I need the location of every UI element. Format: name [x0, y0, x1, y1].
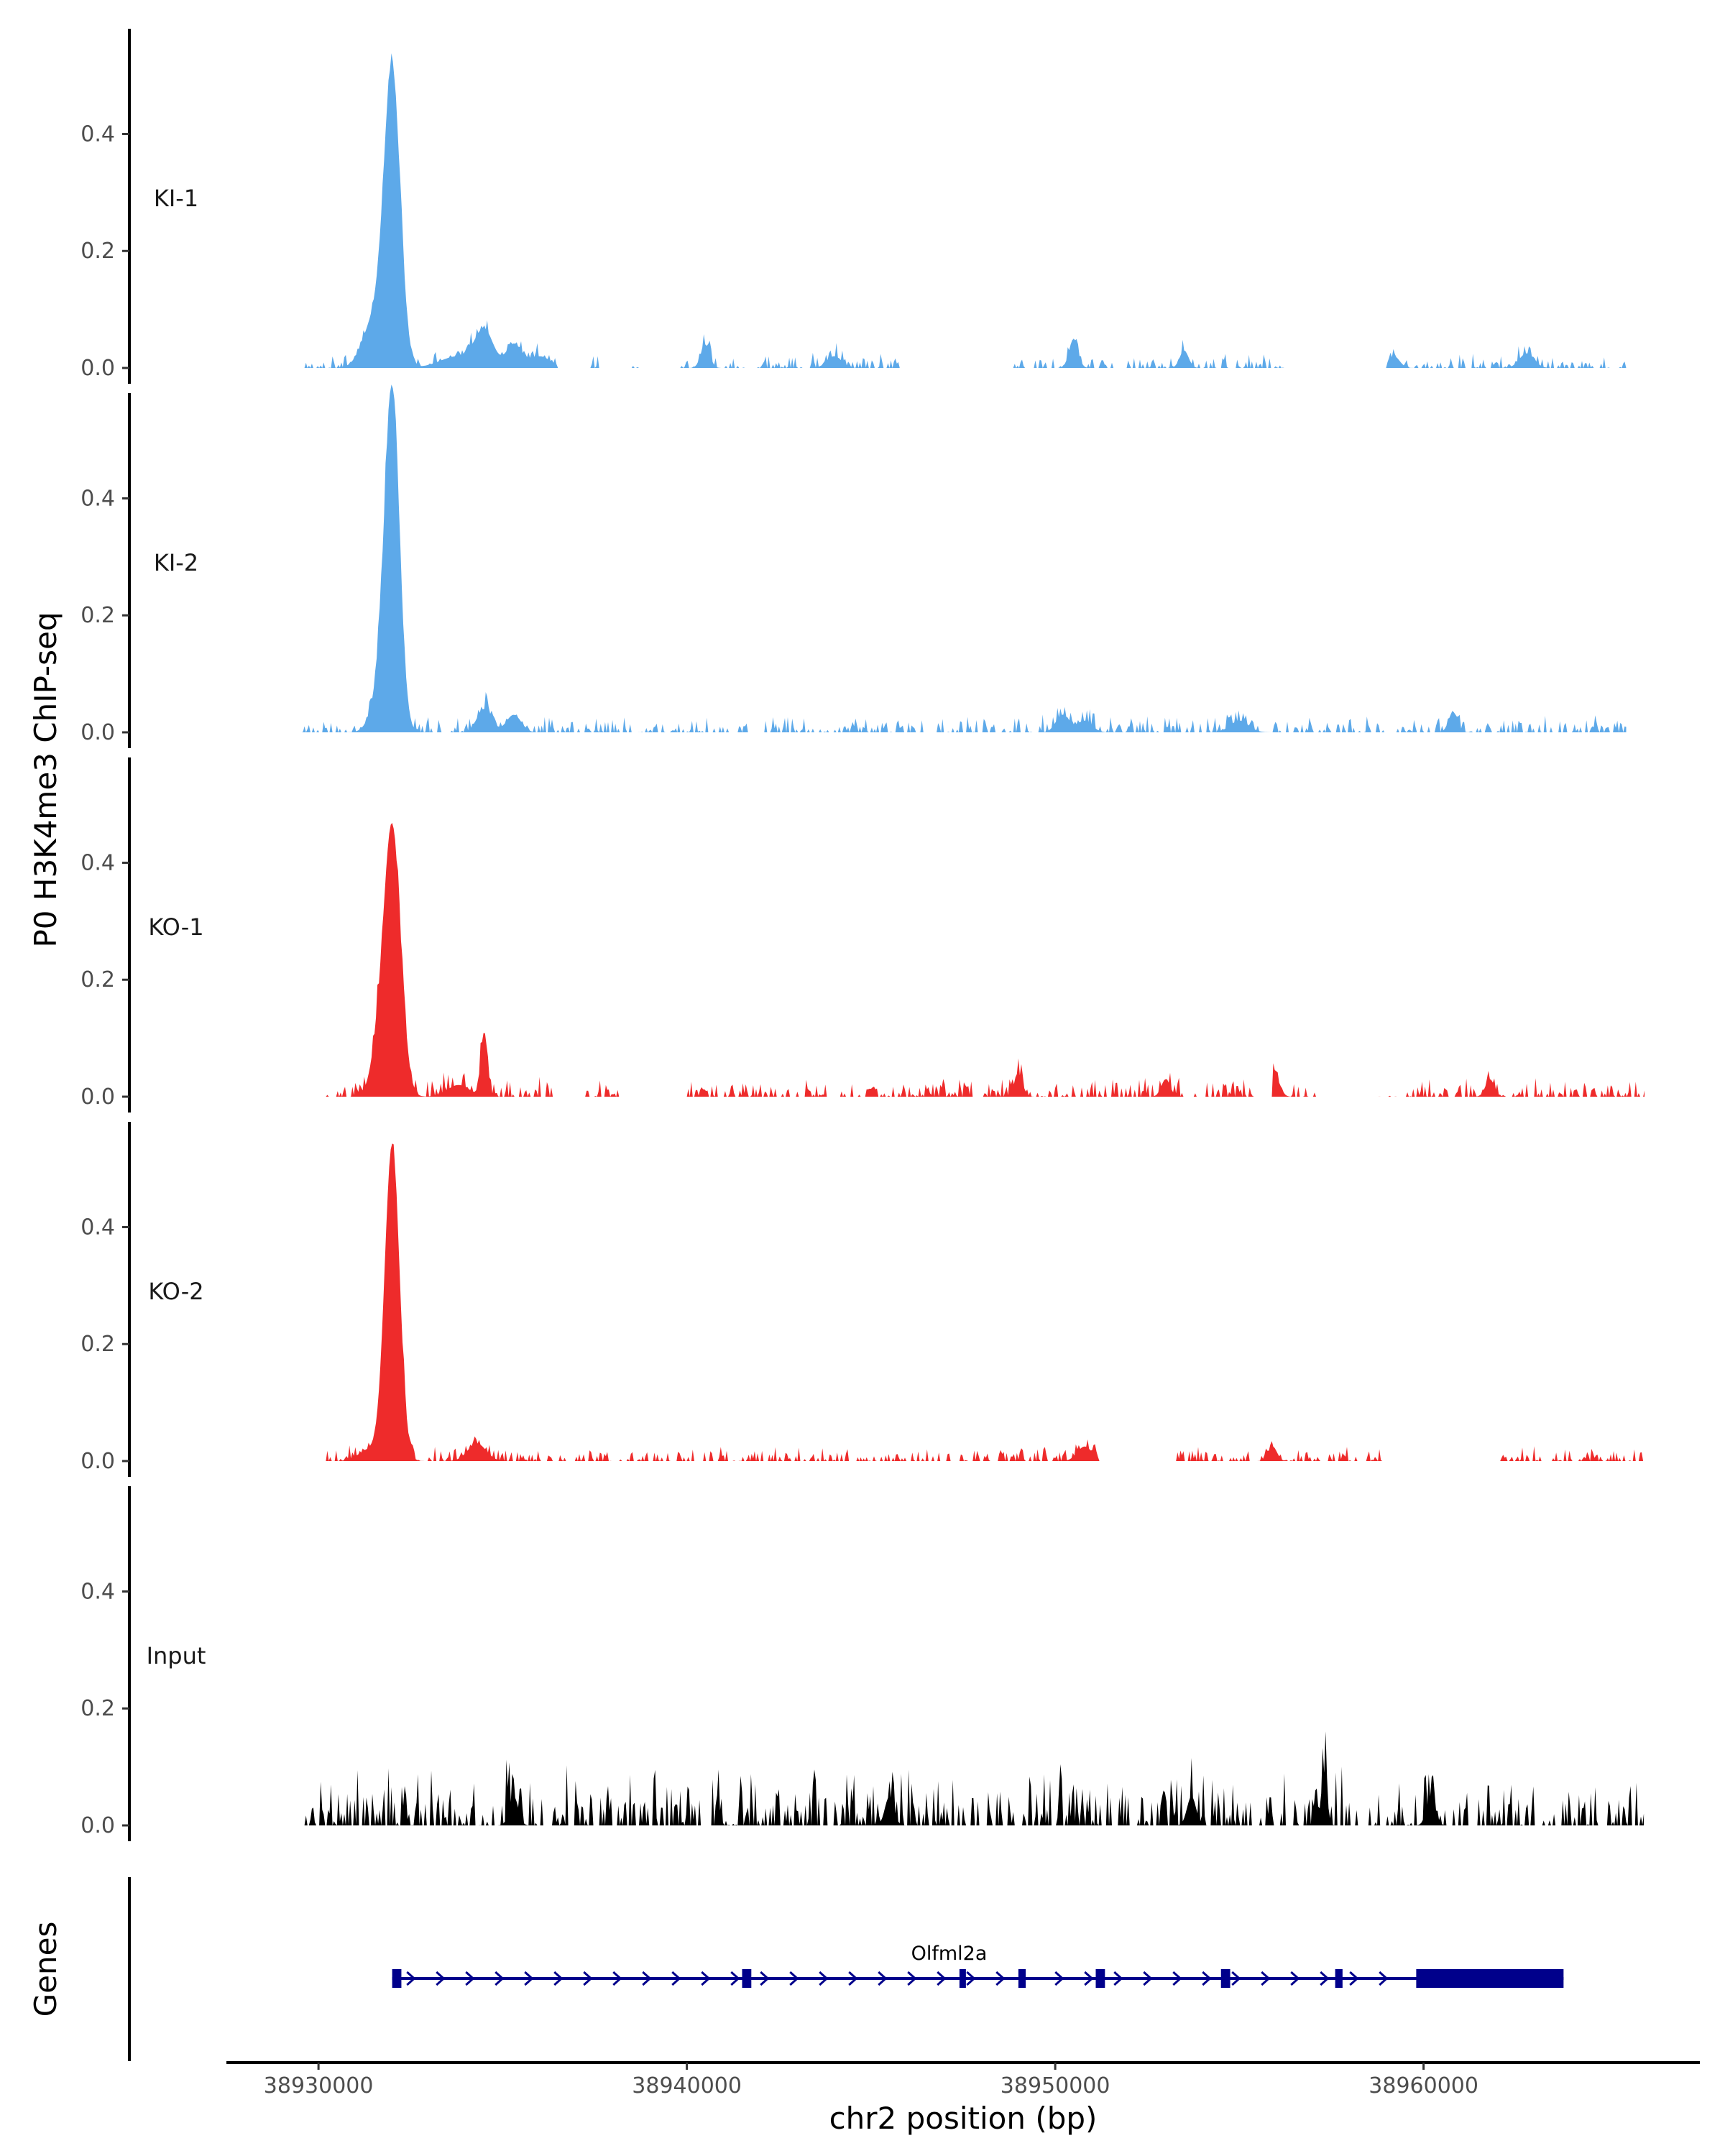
strand-arrow-icon [966, 1971, 976, 1986]
y-tick-label: 0.2 [80, 239, 115, 264]
gene-exon [959, 1969, 966, 1988]
strand-arrow-icon [848, 1971, 858, 1986]
track-ko-2: 0.0 0.2 0.4 KO-2 [80, 1122, 1645, 1477]
strand-arrow-icon [642, 1971, 652, 1986]
genes-panel: Olfml2a [128, 1877, 1564, 2061]
strand-arrow-icon [995, 1971, 1006, 1986]
track-ko-1: 0.0 0.2 0.4 KO-1 [80, 757, 1645, 1112]
strand-arrow-icon [730, 1971, 740, 1986]
strand-arrow-icon [1231, 1971, 1241, 1986]
strand-arrow-icon [671, 1971, 681, 1986]
strand-arrow-icon [1054, 1971, 1064, 1986]
y-tick-label: 0.4 [80, 121, 115, 147]
track-ki-2: 0.0 0.2 0.4 KI-2 [80, 384, 1627, 748]
strand-arrow-icon [878, 1971, 888, 1986]
track-ki-1: 0.0 0.2 0.4 KI-1 [80, 29, 1627, 384]
strand-arrow-icon [1320, 1971, 1330, 1986]
strand-arrow-icon [612, 1971, 622, 1986]
x-tick-label: 38940000 [632, 2073, 742, 2099]
track-label: KI-1 [154, 185, 198, 212]
strand-arrow-icon [1113, 1971, 1123, 1986]
gene-exon [1416, 1969, 1564, 1988]
x-tick-label: 38950000 [1000, 2073, 1110, 2099]
gene-exon [1095, 1969, 1105, 1988]
y-tick-label: 0.0 [80, 1084, 115, 1110]
signal-area-ko-2 [326, 1143, 1645, 1461]
signal-area-ko-1 [326, 823, 1645, 1097]
y-tick-label: 0.0 [80, 720, 115, 745]
x-axis: 38930000 38940000 38950000 38960000 [226, 2061, 1700, 2099]
gene-exon [1335, 1969, 1343, 1988]
x-tick-label: 38930000 [264, 2073, 374, 2099]
track-label: KI-2 [154, 549, 198, 576]
y-tick-label: 0.0 [80, 356, 115, 381]
strand-arrow-icon [1172, 1971, 1182, 1986]
y-tick-label: 0.2 [80, 967, 115, 992]
strand-arrow-icon [760, 1971, 770, 1986]
strand-arrow-icon [1290, 1971, 1300, 1986]
strand-arrow-icon [819, 1971, 829, 1986]
strand-arrow-icon [436, 1971, 446, 1986]
y-tick-label: 0.4 [80, 486, 115, 511]
y-axis-title: P0 H3K4me3 ChIP-seq [28, 612, 63, 947]
genes-axis-title: Genes [28, 1922, 63, 2017]
gene-label: Olfml2a [911, 1943, 988, 1965]
y-tick-label: 0.4 [80, 1579, 115, 1604]
strand-arrow-icon [937, 1971, 947, 1986]
y-tick-label: 0.2 [80, 603, 115, 628]
y-tick-label: 0.2 [80, 1332, 115, 1357]
strand-arrow-icon [524, 1971, 534, 1986]
tracks-layer: 0.00.20.4KI-10.00.20.4KI-20.00.20.4KO-10… [80, 29, 1645, 1841]
track-label: Input [147, 1642, 206, 1669]
y-tick-label: 0.4 [80, 1215, 115, 1240]
strand-arrow-icon [494, 1971, 505, 1986]
y-tick-label: 0.0 [80, 1449, 115, 1474]
y-tick-label: 0.4 [80, 850, 115, 875]
strand-arrow-icon [1379, 1971, 1389, 1986]
strand-arrow-icon [553, 1971, 564, 1986]
strand-arrow-icon [406, 1971, 416, 1986]
signal-area-input [300, 1731, 1644, 1825]
strand-arrow-icon [583, 1971, 593, 1986]
gene-exon [742, 1969, 752, 1988]
signal-area-ki-1 [300, 53, 1627, 368]
strand-arrow-icon [465, 1971, 475, 1986]
y-tick-label: 0.2 [80, 1696, 115, 1721]
gene-exon [1220, 1969, 1230, 1988]
y-tick-label: 0.0 [80, 1813, 115, 1838]
gene-exon [392, 1969, 402, 1988]
track-input: 0.0 0.2 0.4 Input [80, 1486, 1644, 1841]
strand-arrow-icon [907, 1971, 917, 1986]
strand-arrow-icon [1143, 1971, 1153, 1986]
signal-area-ki-2 [300, 384, 1627, 732]
x-tick-label: 38960000 [1368, 2073, 1478, 2099]
strand-arrow-icon [1202, 1971, 1212, 1986]
strand-arrow-icon [1084, 1971, 1094, 1986]
track-label: KO-2 [148, 1278, 203, 1305]
strand-arrow-icon [1349, 1971, 1359, 1986]
strand-arrow-icon [701, 1971, 711, 1986]
track-label: KO-1 [148, 913, 203, 941]
strand-arrow-icon [789, 1971, 799, 1986]
strand-arrow-icon [1261, 1971, 1271, 1986]
gene-exon [1018, 1969, 1026, 1988]
x-axis-title: chr2 position (bp) [829, 2101, 1098, 2136]
